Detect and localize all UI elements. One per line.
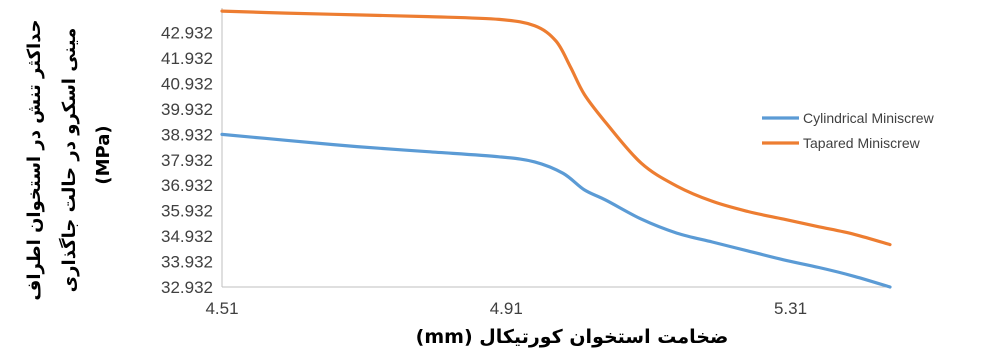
series-line-cylindrical	[220, 132, 892, 289]
x-axis-title: ضخامت استخوان کورتیکال (mm)	[416, 326, 729, 348]
series-line-tapared	[220, 9, 892, 247]
legend-label: Tapared Miniscrew	[803, 135, 921, 151]
y-tick-label: 42.932	[161, 24, 213, 43]
y-tick-label: 32.932	[161, 278, 213, 297]
y-axis-title-line: (MPa)	[93, 125, 114, 184]
y-tick-label: 40.932	[161, 74, 213, 93]
y-tick-label: 33.932	[161, 253, 213, 272]
legend-label: Cylindrical Miniscrew	[803, 110, 935, 126]
y-tick-label: 41.932	[161, 49, 213, 68]
x-tick-label: 4.91	[490, 299, 523, 318]
x-tick-label: 4.51	[205, 299, 238, 318]
y-axis-title-line: حداکثر تنش در استخوان اطراف	[24, 19, 45, 300]
y-axis-title-line: مینی اسکرو در حالت جاگذاری	[58, 28, 80, 293]
x-tick-label: 5.31	[774, 299, 807, 318]
x-axis-ticks: 4.51 4.91 5.31	[205, 299, 807, 318]
y-axis-ticks: 32.932 33.932 34.932 35.932 36.932 37.932 38.9…	[161, 24, 213, 297]
y-axis-title: حداکثر تنش در استخوان اطراف مینی اسکرو در…	[24, 19, 114, 300]
y-tick-label: 39.932	[161, 100, 213, 119]
y-tick-label: 34.932	[161, 227, 213, 246]
y-tick-label: 37.932	[161, 151, 213, 170]
legend: Cylindrical Miniscrew Tapared Miniscrew	[762, 110, 935, 151]
series-layer	[220, 9, 892, 289]
y-tick-label: 38.932	[161, 125, 213, 144]
y-tick-label: 35.932	[161, 202, 213, 221]
y-tick-label: 36.932	[161, 176, 213, 195]
